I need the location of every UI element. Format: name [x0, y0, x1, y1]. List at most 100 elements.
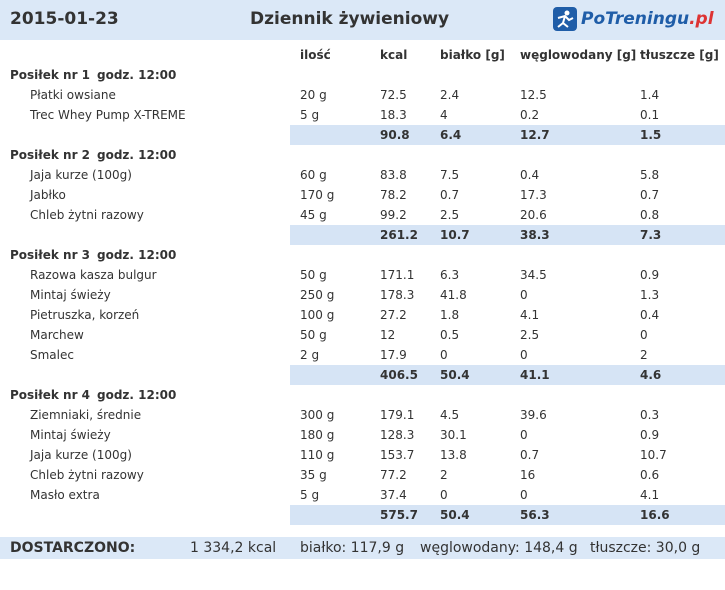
food-value: 178.3: [380, 288, 415, 302]
summary-carbs: węglowodany: 148,4 g: [420, 540, 578, 556]
food-row: Płatki owsiane 20 g 72.5 2.4 12.5 1.4: [0, 85, 725, 105]
meal-table: ilość kcal białko [g] węglowodany [g] tłuszc…: [0, 45, 725, 525]
food-value: 72.5: [380, 88, 407, 102]
food-value: 153.7: [380, 448, 415, 462]
food-value: 6.3: [440, 268, 460, 282]
food-value: 0.7: [520, 448, 540, 462]
meal-name: Posiłek nr 2: [10, 148, 91, 162]
meal-time: godz. 12:00: [97, 148, 177, 162]
food-value: 16: [520, 468, 536, 482]
food-row: Jaja kurze (100g) 110 g 153.7 13.8 0.7 10.7: [0, 445, 725, 465]
meal-title-row: Posiłek nr 3 godz. 12:00: [0, 245, 725, 265]
food-row: Ziemniaki, średnie 300 g 179.1 4.5 39.6 0.3: [0, 405, 725, 425]
food-value: 39.6: [520, 408, 547, 422]
meal-total-row: 575.7 50.4 56.3 16.6: [290, 505, 725, 525]
food-name: Płatki owsiane: [30, 88, 116, 102]
logo-main: PoTreningu: [581, 9, 690, 29]
food-name: Ziemniaki, średnie: [30, 408, 142, 422]
food-row: Chleb żytni razowy 45 g 99.2 2.5 20.6 0.8: [0, 205, 725, 225]
meal-total: 16.6: [640, 508, 670, 522]
food-value: 7.5: [440, 168, 460, 182]
food-row: Pietruszka, korzeń 100 g 27.2 1.8 4.1 0.4: [0, 305, 725, 325]
meal-time: godz. 12:00: [97, 248, 177, 262]
food-value: 27.2: [380, 308, 407, 322]
food-value: 250 g: [300, 288, 335, 302]
meal-total: 41.1: [520, 368, 550, 382]
food-value: 35 g: [300, 468, 327, 482]
meal-total-row: 90.8 6.4 12.7 1.5: [290, 125, 725, 145]
food-value: 5.8: [640, 168, 660, 182]
food-value: 0: [440, 348, 448, 362]
food-value: 0: [440, 488, 448, 502]
meal-total: 7.3: [640, 228, 662, 242]
food-value: 2: [640, 348, 648, 362]
food-value: 37.4: [380, 488, 407, 502]
food-value: 45 g: [300, 208, 327, 222]
header: 2015-01-23 Dziennik żywieniowy PoTrening…: [0, 0, 725, 40]
food-name: Jabłko: [30, 188, 66, 202]
food-name: Mintaj świeży: [30, 288, 111, 302]
meal-total: 50.4: [440, 508, 470, 522]
logo-icon: [553, 7, 577, 31]
food-value: 1.8: [440, 308, 460, 322]
summary-fat: tłuszcze: 30,0 g: [590, 540, 701, 556]
food-name: Chleb żytni razowy: [30, 208, 144, 222]
food-value: 0.7: [440, 188, 460, 202]
food-value: 10.7: [640, 448, 667, 462]
food-name: Pietruszka, korzeń: [30, 308, 140, 322]
food-row: Chleb żytni razowy 35 g 77.2 2 16 0.6: [0, 465, 725, 485]
food-row: Jabłko 170 g 78.2 0.7 17.3 0.7: [0, 185, 725, 205]
food-value: 0.8: [640, 208, 660, 222]
food-name: Masło extra: [30, 488, 100, 502]
meal-total: 261.2: [380, 228, 418, 242]
food-value: 0.2: [520, 108, 540, 122]
column-header: ilość: [300, 48, 331, 62]
food-value: 20 g: [300, 88, 327, 102]
food-value: 0: [520, 348, 528, 362]
food-value: 5 g: [300, 108, 320, 122]
food-value: 50 g: [300, 328, 327, 342]
summary-protein: białko: 117,9 g: [300, 540, 405, 556]
food-value: 17.3: [520, 188, 547, 202]
meal-name: Posiłek nr 3: [10, 248, 91, 262]
food-value: 100 g: [300, 308, 335, 322]
food-value: 0.6: [640, 468, 660, 482]
food-value: 0.3: [640, 408, 660, 422]
meal-total-row: 406.5 50.4 41.1 4.6: [290, 365, 725, 385]
food-value: 4.1: [640, 488, 660, 502]
food-value: 2.5: [520, 328, 540, 342]
food-row: Razowa kasza bulgur 50 g 171.1 6.3 34.5 0.9: [0, 265, 725, 285]
logo-text: PoTreningu.pl: [581, 9, 714, 29]
food-name: Mintaj świeży: [30, 428, 111, 442]
food-value: 77.2: [380, 468, 407, 482]
meal-title-row: Posiłek nr 1 godz. 12:00: [0, 65, 725, 85]
food-value: 30.1: [440, 428, 467, 442]
food-value: 41.8: [440, 288, 467, 302]
column-header-row: ilość kcal białko [g] węglowodany [g] tłuszc…: [0, 45, 725, 65]
logo[interactable]: PoTreningu.pl: [552, 5, 714, 33]
food-value: 4.1: [520, 308, 540, 322]
food-value: 171.1: [380, 268, 415, 282]
meal-total: 12.7: [520, 128, 550, 142]
logo-tld: .pl: [689, 9, 714, 29]
food-value: 34.5: [520, 268, 547, 282]
food-name: Trec Whey Pump X-TREME: [30, 108, 186, 122]
meal-total: 90.8: [380, 128, 410, 142]
food-value: 170 g: [300, 188, 335, 202]
food-value: 110 g: [300, 448, 335, 462]
date: 2015-01-23: [10, 9, 119, 29]
food-value: 12: [380, 328, 396, 342]
food-row: Mintaj świeży 250 g 178.3 41.8 0 1.3: [0, 285, 725, 305]
meal-total: 56.3: [520, 508, 550, 522]
column-header: tłuszcze [g]: [640, 48, 719, 62]
food-name: Jaja kurze (100g): [30, 448, 132, 462]
meal-total: 406.5: [380, 368, 418, 382]
food-row: Masło extra 5 g 37.4 0 0 4.1: [0, 485, 725, 505]
food-value: 99.2: [380, 208, 407, 222]
summary-label: DOSTARCZONO:: [10, 540, 136, 556]
food-name: Razowa kasza bulgur: [30, 268, 157, 282]
food-value: 18.3: [380, 108, 407, 122]
food-value: 0: [520, 428, 528, 442]
